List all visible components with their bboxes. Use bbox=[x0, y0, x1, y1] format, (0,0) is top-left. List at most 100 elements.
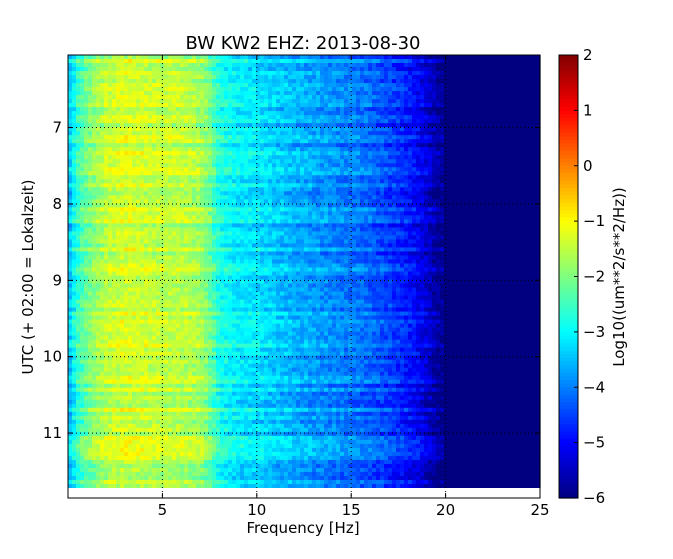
heatmap-cell bbox=[392, 203, 397, 208]
heatmap-cell bbox=[268, 215, 273, 220]
heatmap-cell bbox=[388, 167, 393, 172]
heatmap-cell bbox=[208, 123, 213, 128]
heatmap-cell bbox=[88, 71, 93, 76]
heatmap-cell bbox=[100, 179, 105, 184]
heatmap-cell bbox=[80, 151, 85, 156]
heatmap-cell bbox=[380, 103, 385, 108]
heatmap-cell bbox=[148, 211, 153, 216]
heatmap-cell bbox=[144, 219, 149, 224]
heatmap-cell bbox=[100, 175, 105, 180]
heatmap-cell bbox=[280, 115, 285, 120]
heatmap-cell bbox=[504, 211, 509, 216]
heatmap-cell bbox=[476, 207, 481, 212]
heatmap-cell bbox=[400, 119, 405, 124]
heatmap-cell bbox=[460, 131, 465, 136]
heatmap-cell bbox=[344, 87, 349, 92]
heatmap-cell bbox=[224, 87, 229, 92]
heatmap-cell bbox=[124, 111, 129, 116]
heatmap-cell bbox=[224, 159, 229, 164]
heatmap-cell bbox=[340, 195, 345, 200]
heatmap-cell bbox=[260, 155, 265, 160]
heatmap-cell bbox=[304, 175, 309, 180]
heatmap-cell bbox=[216, 139, 221, 144]
heatmap-cell bbox=[524, 219, 529, 224]
heatmap-cell bbox=[96, 63, 101, 68]
heatmap-cell bbox=[240, 87, 245, 92]
heatmap-cell bbox=[88, 63, 93, 68]
heatmap-cell bbox=[480, 143, 485, 148]
heatmap-cell bbox=[180, 75, 185, 80]
heatmap-cell bbox=[112, 187, 117, 192]
heatmap-cell bbox=[212, 143, 217, 148]
heatmap-cell bbox=[320, 63, 325, 68]
heatmap-cell bbox=[208, 179, 213, 184]
heatmap-cell bbox=[140, 155, 145, 160]
heatmap-cell bbox=[464, 191, 469, 196]
heatmap-cell bbox=[480, 119, 485, 124]
heatmap-cell bbox=[168, 203, 173, 208]
heatmap-cell bbox=[368, 83, 373, 88]
heatmap-cell bbox=[504, 75, 509, 80]
heatmap-cell bbox=[268, 191, 273, 196]
heatmap-cell bbox=[204, 71, 209, 76]
heatmap-cell bbox=[84, 71, 89, 76]
heatmap-cell bbox=[316, 167, 321, 172]
heatmap-cell bbox=[84, 91, 89, 96]
heatmap-cell bbox=[356, 203, 361, 208]
heatmap-cell bbox=[364, 159, 369, 164]
heatmap-cell bbox=[184, 147, 189, 152]
heatmap-cell bbox=[364, 71, 369, 76]
heatmap-cell bbox=[124, 63, 129, 68]
heatmap-cell bbox=[172, 163, 177, 168]
heatmap-cell bbox=[172, 183, 177, 188]
heatmap-cell bbox=[320, 219, 325, 224]
heatmap-cell bbox=[436, 55, 441, 60]
heatmap-cell bbox=[532, 71, 537, 76]
heatmap-cell bbox=[536, 79, 541, 84]
heatmap-cell bbox=[448, 215, 453, 220]
heatmap-cell bbox=[204, 183, 209, 188]
heatmap-cell bbox=[296, 163, 301, 168]
heatmap-cell bbox=[512, 103, 517, 108]
heatmap-cell bbox=[420, 175, 425, 180]
heatmap-cell bbox=[408, 95, 413, 100]
heatmap-cell bbox=[300, 183, 305, 188]
heatmap-cell bbox=[444, 123, 449, 128]
heatmap-cell bbox=[460, 111, 465, 116]
heatmap-cell bbox=[384, 195, 389, 200]
heatmap-cell bbox=[388, 95, 393, 100]
heatmap-cell bbox=[84, 179, 89, 184]
heatmap-cell bbox=[504, 183, 509, 188]
heatmap-cell bbox=[388, 159, 393, 164]
heatmap-cell bbox=[144, 147, 149, 152]
heatmap-cell bbox=[356, 207, 361, 212]
heatmap-cell bbox=[364, 131, 369, 136]
heatmap-cell bbox=[136, 127, 141, 132]
heatmap-cell bbox=[396, 151, 401, 156]
heatmap-cell bbox=[348, 179, 353, 184]
heatmap-cell bbox=[384, 199, 389, 204]
heatmap-cell bbox=[420, 207, 425, 212]
heatmap-cell bbox=[236, 195, 241, 200]
heatmap-cell bbox=[508, 159, 513, 164]
heatmap-cell bbox=[476, 147, 481, 152]
heatmap-cell bbox=[304, 147, 309, 152]
heatmap-cell bbox=[480, 87, 485, 92]
heatmap-cell bbox=[72, 127, 77, 132]
heatmap-cell bbox=[188, 215, 193, 220]
heatmap-cell bbox=[212, 91, 217, 96]
heatmap-cell bbox=[192, 187, 197, 192]
heatmap-cell bbox=[332, 87, 337, 92]
heatmap-cell bbox=[152, 203, 157, 208]
heatmap-cell bbox=[380, 143, 385, 148]
heatmap-cell bbox=[276, 95, 281, 100]
heatmap-cell bbox=[292, 55, 297, 60]
heatmap-cell bbox=[428, 215, 433, 220]
heatmap-cell bbox=[456, 211, 461, 216]
heatmap-cell bbox=[344, 131, 349, 136]
heatmap-cell bbox=[464, 215, 469, 220]
heatmap-cell bbox=[144, 75, 149, 80]
heatmap-cell bbox=[340, 67, 345, 72]
heatmap-cell bbox=[76, 115, 81, 120]
heatmap-cell bbox=[424, 115, 429, 120]
